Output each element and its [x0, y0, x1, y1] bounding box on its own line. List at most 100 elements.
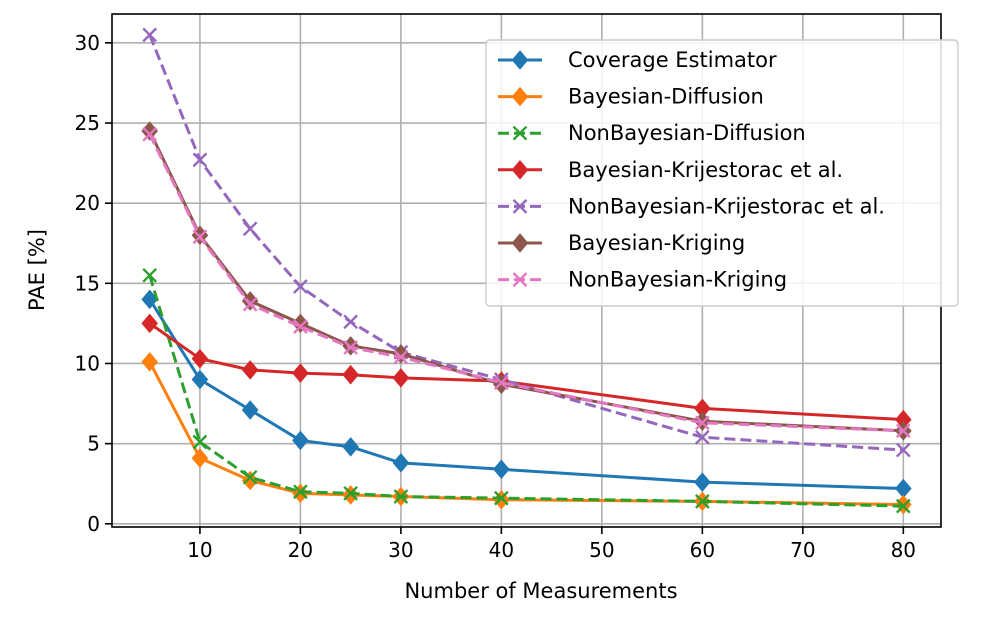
series-coverage-estimator [141, 289, 912, 499]
data-point-stroke [192, 152, 208, 168]
legend-entry-bayesian-diffusion: Bayesian-Diffusion [498, 85, 764, 109]
data-point-stroke [393, 349, 409, 365]
legend-label: NonBayesian-Kriging [568, 268, 787, 292]
data-point [142, 267, 158, 283]
series-bayesian-krijestorac-et-al [141, 313, 912, 430]
data-point-stroke [694, 415, 710, 431]
data-point-stroke [142, 267, 158, 283]
legend-swatch-marker [512, 272, 528, 287]
data-point-stroke [293, 319, 308, 334]
data-point-stroke [192, 434, 208, 450]
legend: Coverage Estimator Bayesian-Diffusion NonB… [485, 39, 959, 307]
data-point [191, 448, 209, 468]
data-point-stroke [343, 314, 359, 330]
legend-label: Bayesian-Krijestorac et al. [568, 158, 843, 182]
data-point [493, 459, 510, 480]
data-point [392, 368, 410, 388]
series-nonbayesian-diffusion [142, 267, 911, 514]
data-point [694, 429, 710, 445]
data-point [694, 494, 710, 509]
data-point [342, 364, 359, 385]
data-point-stroke [192, 229, 208, 245]
data-point [192, 229, 208, 245]
data-point [292, 430, 309, 451]
data-point [142, 27, 158, 43]
data-point [293, 319, 308, 334]
data-point-stroke [694, 494, 710, 509]
data-point [141, 313, 158, 334]
data-point [342, 437, 359, 457]
x-tick-label: 50 [589, 538, 614, 562]
legend-label: NonBayesian-Diffusion [568, 121, 806, 145]
legend-label: Coverage Estimator [568, 48, 777, 72]
legend-swatch-marker [511, 233, 529, 253]
legend-swatch-marker-stroke [512, 272, 528, 287]
legend-entry-nonbayesian-krijestorac-et-al: NonBayesian-Krijestorac et al. [498, 194, 885, 218]
y-tick-label: 20 [75, 191, 100, 215]
data-point-stroke [242, 221, 258, 237]
data-point-stroke [142, 126, 158, 142]
legend-swatch-marker [512, 199, 528, 214]
data-point-stroke [293, 279, 308, 294]
legend-entry-bayesian-kriging: Bayesian-Kriging [498, 231, 745, 255]
data-point [694, 472, 711, 492]
data-point [343, 340, 359, 355]
data-point [343, 485, 359, 501]
series-layer [141, 27, 912, 515]
x-tick-label: 70 [790, 538, 815, 562]
data-point [191, 348, 209, 369]
x-tick-label: 20 [288, 538, 313, 562]
legend-swatch-marker-stroke [512, 125, 528, 141]
legend-label: Bayesian-Kriging [568, 231, 745, 255]
data-point [241, 400, 259, 420]
data-point [393, 489, 409, 504]
data-point-stroke [343, 340, 359, 355]
data-point [242, 296, 258, 312]
y-axis-label: PAE [%] [25, 229, 49, 311]
legend-swatch-marker [512, 125, 528, 141]
data-point [393, 349, 409, 365]
data-point [694, 415, 710, 431]
x-tick-label: 80 [891, 538, 916, 562]
data-point-stroke [343, 485, 359, 501]
axis-ticks: 10 20 30 40 50 60 70 80 0 5 10 15 20 25 30 [75, 31, 916, 562]
data-point-stroke [494, 375, 509, 391]
legend-entry-nonbayesian-kriging: NonBayesian-Kriging [498, 268, 787, 292]
legend-swatch-marker [511, 86, 529, 107]
y-tick-label: 25 [75, 111, 100, 135]
legend-entry-nonbayesian-diffusion: NonBayesian-Diffusion [498, 121, 806, 145]
data-point-stroke [895, 423, 911, 439]
x-axis-label: Number of Measurements [404, 579, 677, 603]
x-tick-label: 30 [388, 538, 413, 562]
data-point [343, 314, 359, 330]
data-point [392, 453, 410, 473]
y-tick-label: 10 [75, 351, 100, 375]
legend-entry-bayesian-krijestorac-et-al: Bayesian-Krijestorac et al. [498, 158, 843, 182]
data-point [141, 352, 158, 372]
data-point [895, 442, 911, 458]
data-point [192, 152, 208, 168]
legend-label: NonBayesian-Krijestorac et al. [568, 194, 885, 218]
series-nonbayesian-krijestorac-et-al [142, 27, 911, 458]
data-point [191, 369, 209, 390]
legend-swatch-marker [511, 50, 529, 70]
data-point [293, 279, 308, 294]
legend-entry-coverage-estimator: Coverage Estimator [498, 48, 777, 72]
y-tick-label: 5 [87, 432, 100, 456]
x-tick-label: 40 [489, 538, 514, 562]
data-point [895, 498, 911, 514]
y-tick-label: 15 [75, 271, 100, 295]
data-point-stroke [393, 489, 409, 504]
data-point-stroke [142, 27, 158, 43]
data-point [142, 126, 158, 142]
data-point [494, 490, 509, 506]
data-point [494, 375, 509, 391]
data-point [192, 434, 208, 450]
data-point [242, 469, 258, 485]
data-point [292, 363, 309, 383]
data-point-stroke [895, 442, 911, 458]
series-nonbayesian-kriging [142, 126, 911, 439]
x-tick-label: 10 [187, 538, 212, 562]
data-point-stroke [494, 490, 509, 506]
data-point-stroke [242, 296, 258, 312]
